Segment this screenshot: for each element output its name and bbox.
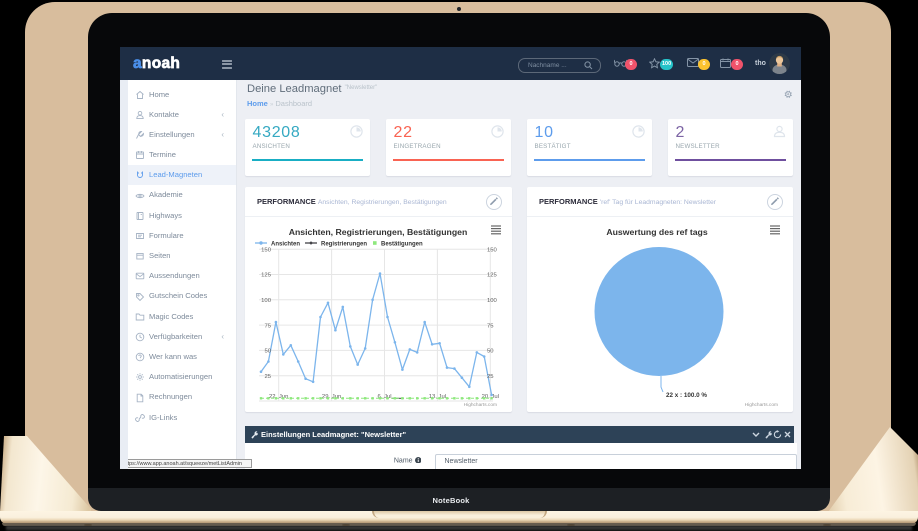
svg-text:125: 125 [261,273,272,279]
svg-text:125: 125 [487,273,498,279]
svg-text:Registrierungen: Registrierungen [321,242,367,248]
svg-text:150: 150 [487,247,498,253]
svg-text:25: 25 [264,374,271,380]
svg-text:Highcharts.com: Highcharts.com [464,402,497,408]
svg-text:Auswertung des ref tags: Auswertung des ref tags [606,227,708,237]
svg-text:75: 75 [487,323,494,329]
svg-text:25: 25 [487,374,494,380]
svg-text:Ansichten, Registrierungen, Be: Ansichten, Registrierungen, Bestätigunge… [289,227,468,237]
svg-text:150: 150 [261,247,272,253]
svg-text:100: 100 [487,298,498,304]
svg-text:22 x : 100.0 %: 22 x : 100.0 % [666,392,707,399]
svg-text:Ansichten: Ansichten [271,242,300,248]
svg-text:75: 75 [264,323,271,329]
svg-text:Highcharts.com: Highcharts.com [745,402,778,408]
svg-text:13. Jul: 13. Jul [429,394,446,400]
svg-text:100: 100 [261,298,272,304]
svg-text:20. Jul: 20. Jul [482,394,499,400]
svg-text:6. Jul: 6. Jul [377,394,391,400]
svg-text:50: 50 [487,349,494,355]
svg-text:Bestätigungen: Bestätigungen [381,242,423,248]
svg-text:22. Jun: 22. Jun [269,394,288,400]
svg-text:50: 50 [264,349,271,355]
svg-text:29. Jun: 29. Jun [322,394,341,400]
